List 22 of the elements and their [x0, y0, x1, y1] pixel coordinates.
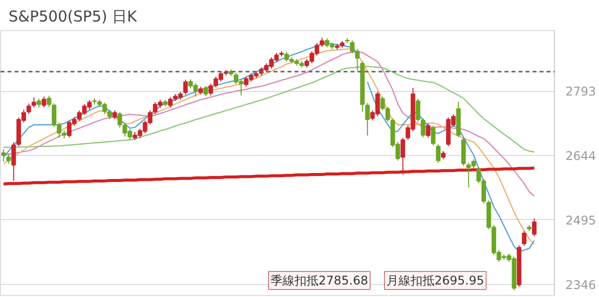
candlestick [420, 118, 426, 138]
candlestick [46, 95, 52, 108]
candlestick [365, 102, 370, 136]
candlestick [42, 96, 46, 108]
annotation: 季線扣抵2785.68 [270, 274, 368, 288]
candlestick [532, 218, 537, 237]
candlestick [6, 153, 11, 164]
candlestick [461, 137, 466, 166]
candlestick [416, 98, 420, 122]
y-tick-label: 2495 [566, 213, 596, 228]
candlestick [426, 122, 430, 138]
y-tick-label: 2346 [566, 278, 596, 292]
candlestick [522, 230, 526, 246]
y-tick-label: 2644 [566, 148, 596, 163]
candlestick [183, 79, 188, 95]
candlestick [430, 125, 436, 146]
candlestick [203, 85, 208, 97]
y-tick-label: 2793 [566, 84, 596, 99]
chart-title: S&P500(SP5) 日K [8, 8, 138, 26]
candlestick [1, 148, 6, 162]
candlestick [436, 144, 441, 164]
annotation: 月線扣抵2695.95 [386, 274, 484, 288]
